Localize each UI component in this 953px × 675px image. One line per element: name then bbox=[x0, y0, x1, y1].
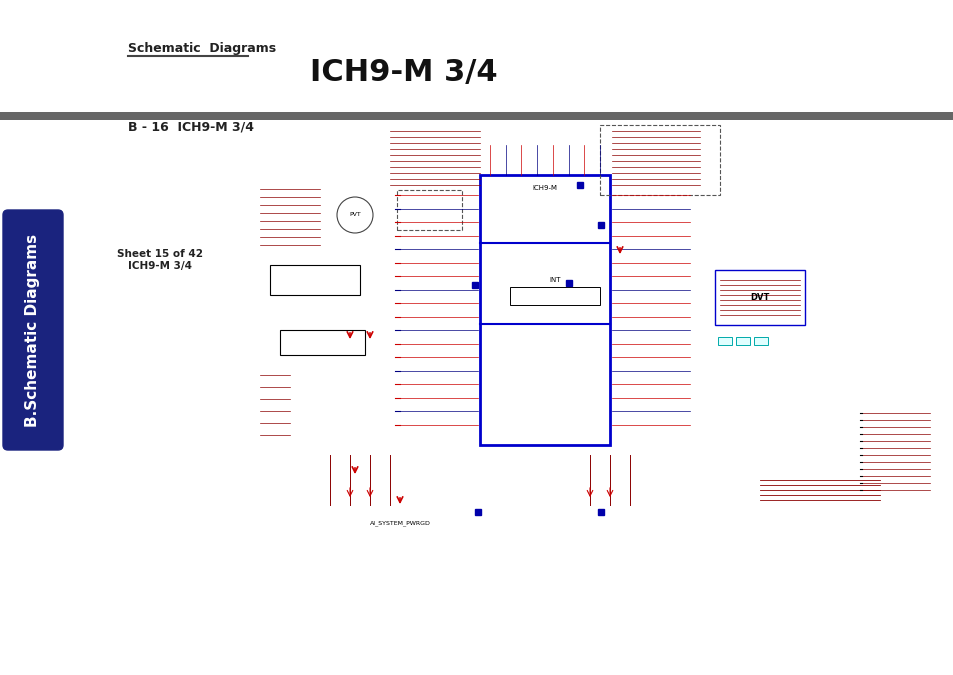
Text: B - 16  ICH9-M 3/4: B - 16 ICH9-M 3/4 bbox=[128, 120, 253, 133]
FancyBboxPatch shape bbox=[3, 210, 63, 450]
Text: AI_SYSTEM_PWRGD: AI_SYSTEM_PWRGD bbox=[369, 520, 430, 526]
Bar bbox=[577, 182, 582, 188]
Text: PVT: PVT bbox=[349, 213, 360, 217]
Bar bbox=[280, 330, 365, 355]
Text: ICH9-M 3/4: ICH9-M 3/4 bbox=[310, 58, 497, 87]
Text: Schematic  Diagrams: Schematic Diagrams bbox=[128, 42, 275, 55]
Text: Sheet 15 of 42
ICH9-M 3/4: Sheet 15 of 42 ICH9-M 3/4 bbox=[117, 249, 203, 271]
Bar bbox=[718, 337, 731, 345]
Text: B.Schematic Diagrams: B.Schematic Diagrams bbox=[26, 234, 40, 427]
Bar bbox=[598, 222, 603, 228]
Text: INT: INT bbox=[549, 277, 560, 283]
Bar bbox=[565, 280, 572, 286]
Bar bbox=[0, 112, 953, 120]
Bar bbox=[510, 287, 599, 305]
Bar bbox=[599, 125, 720, 195]
Bar bbox=[396, 190, 461, 230]
Bar bbox=[753, 337, 767, 345]
Text: DVT: DVT bbox=[749, 294, 769, 302]
Bar bbox=[270, 265, 359, 295]
Bar bbox=[472, 282, 477, 288]
Bar bbox=[475, 509, 480, 515]
Text: ICH9-M: ICH9-M bbox=[532, 185, 557, 191]
Bar bbox=[598, 509, 603, 515]
Bar bbox=[479, 175, 609, 445]
Bar bbox=[735, 337, 749, 345]
Bar bbox=[714, 270, 804, 325]
